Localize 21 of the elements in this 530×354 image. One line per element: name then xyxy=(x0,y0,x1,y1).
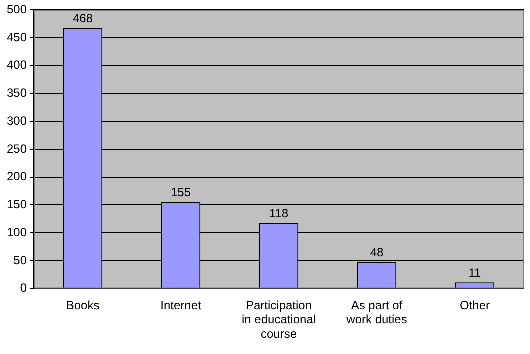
y-tick-label: 400 xyxy=(6,58,28,72)
y-tick-label: 350 xyxy=(6,86,28,100)
data-label: 118 xyxy=(269,206,289,220)
x-tick-label: Participation in educational course xyxy=(242,298,316,342)
x-tick-label: As part of work duties xyxy=(346,298,408,327)
data-label: 48 xyxy=(370,245,384,260)
x-tick-label: Internet xyxy=(160,298,202,312)
y-tick-label: 50 xyxy=(14,253,28,268)
data-label: 155 xyxy=(171,186,192,200)
data-label: 468 xyxy=(73,11,94,26)
y-tick-label: 250 xyxy=(6,142,28,156)
x-tick-label: Books xyxy=(66,298,100,312)
y-tick-label: 100 xyxy=(6,225,28,240)
x-tick-label: Other xyxy=(460,298,490,312)
y-tick-label: 150 xyxy=(6,198,28,212)
y-tick-label: 0 xyxy=(20,281,28,296)
y-tick-label: 300 xyxy=(6,114,28,128)
data-label: 11 xyxy=(468,266,482,280)
y-tick-label: 200 xyxy=(6,170,28,184)
y-tick-label: 500 xyxy=(6,2,28,17)
y-tick-label: 450 xyxy=(6,30,28,44)
